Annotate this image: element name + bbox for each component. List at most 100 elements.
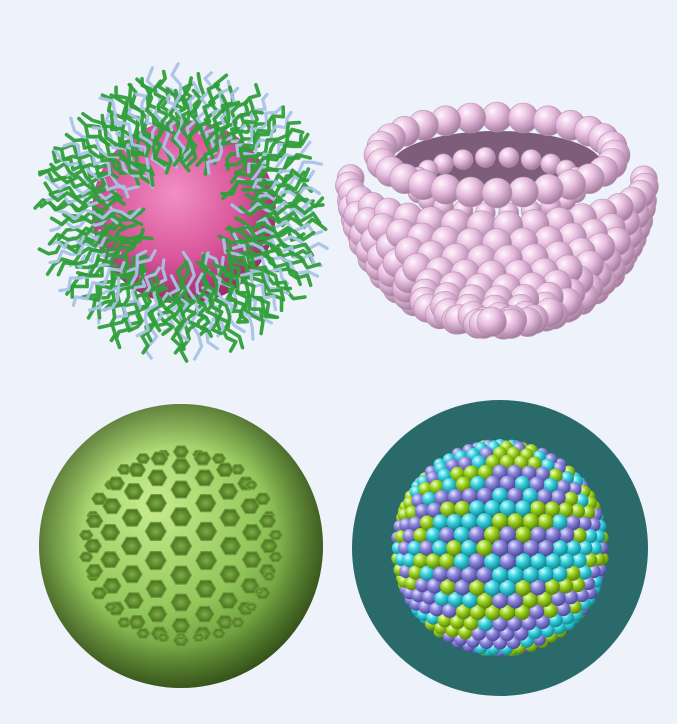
surface-bead: [582, 528, 598, 544]
polymer-chain: [244, 178, 310, 202]
surface-bead: [447, 591, 464, 608]
surface-bead: [419, 565, 435, 581]
surface-bead: [529, 500, 546, 517]
surface-bead: [432, 540, 448, 556]
surface-bead: [565, 515, 581, 531]
polymer-chain: [127, 279, 157, 332]
lipid-bead: [476, 306, 507, 337]
surface-bead: [439, 553, 455, 569]
surface-bead: [514, 476, 530, 492]
polymer-chain: [140, 283, 166, 355]
surface-bead: [447, 488, 464, 505]
surface-bead: [565, 540, 581, 556]
hexagonal-cage-sphere: [39, 404, 323, 688]
surface-bead: [522, 488, 538, 504]
surface-bead: [563, 589, 578, 605]
polymer-chain: [195, 260, 224, 331]
polymer-chain: [75, 227, 145, 270]
polymer-chain: [53, 146, 110, 179]
surface-bead: [515, 553, 532, 570]
polymer-chain: [154, 293, 173, 333]
surface-bead: [515, 526, 532, 543]
polymer-chain: [197, 83, 220, 142]
cage-rim-shade: [39, 404, 323, 688]
bead-vesicle: [335, 101, 659, 340]
polymer-chain: [208, 290, 238, 353]
surface-bead: [491, 566, 509, 584]
surface-bead: [492, 616, 508, 632]
surface-bead: [454, 579, 471, 596]
surface-bead: [462, 592, 478, 608]
polymer-chain: [244, 225, 329, 251]
surface-bead: [484, 604, 501, 621]
surface-bead: [476, 566, 493, 583]
polymer-chain: [252, 186, 321, 207]
polymer-chain: [58, 251, 122, 293]
surface-bead: [454, 500, 471, 517]
surface-bead: [571, 528, 587, 543]
lipid-bead: [507, 176, 539, 208]
surface-bead: [558, 553, 575, 569]
surface-bead: [434, 490, 450, 506]
polymer-chain: [145, 66, 178, 169]
surface-bead: [514, 579, 531, 596]
polymer-chain: [109, 113, 145, 157]
surface-bead: [514, 604, 530, 620]
surface-bead: [425, 527, 442, 543]
surface-bead: [426, 502, 443, 518]
surface-bead: [439, 527, 455, 543]
polymer-chain: [250, 234, 316, 266]
surface-bead: [415, 577, 430, 593]
polymer-chain: [238, 105, 286, 154]
polymer-chain: [55, 207, 141, 221]
surface-bead: [557, 502, 574, 518]
surface-bead: [536, 591, 553, 608]
surface-bead: [462, 488, 478, 504]
surface-bead: [499, 526, 516, 543]
surface-bead: [484, 475, 501, 492]
surface-bead: [522, 592, 538, 608]
surface-bead: [537, 540, 554, 556]
surface-bead: [522, 513, 539, 530]
surface-bead: [440, 501, 456, 517]
polymer-chain: [233, 120, 302, 175]
surface-bead: [477, 464, 494, 480]
polymer-chain: [153, 79, 174, 134]
polymer-chain: [75, 231, 144, 278]
polymer-chain: [86, 123, 152, 184]
surface-bead: [582, 552, 598, 568]
surface-bead: [506, 616, 523, 632]
surface-bead: [499, 553, 516, 570]
surface-bead: [440, 579, 456, 595]
surface-bead: [407, 540, 423, 556]
polymer-chain: [183, 81, 201, 167]
surface-bead: [529, 579, 546, 596]
polymer-chain: [87, 249, 148, 312]
surface-bead: [492, 487, 508, 504]
surface-bead: [484, 526, 501, 543]
surface-bead: [476, 513, 493, 530]
surface-bead: [507, 539, 524, 557]
polymer-chain: [71, 261, 126, 307]
surface-bead: [499, 604, 516, 621]
polymer-chain: [195, 71, 214, 135]
polymer-chain: [170, 62, 186, 161]
polymer-chain: [221, 152, 313, 201]
surface-bead: [484, 500, 501, 517]
polymer-chain: [156, 69, 176, 135]
polymer-chain: [259, 213, 328, 232]
surface-bead: [537, 566, 554, 583]
surface-bead: [507, 513, 524, 530]
polymer-chain: [109, 93, 152, 158]
polymer-chain: [181, 250, 204, 361]
polymer-chain: [161, 294, 178, 336]
surface-bead: [558, 527, 575, 543]
surface-bead: [446, 566, 463, 583]
surface-bead: [507, 566, 524, 583]
polymer-chain: [205, 86, 240, 159]
polymer-chain: [48, 233, 117, 265]
polymer-chain: [80, 255, 130, 300]
polymer-chain: [209, 100, 249, 166]
surface-bead: [432, 566, 449, 582]
surface-bead: [419, 540, 435, 556]
